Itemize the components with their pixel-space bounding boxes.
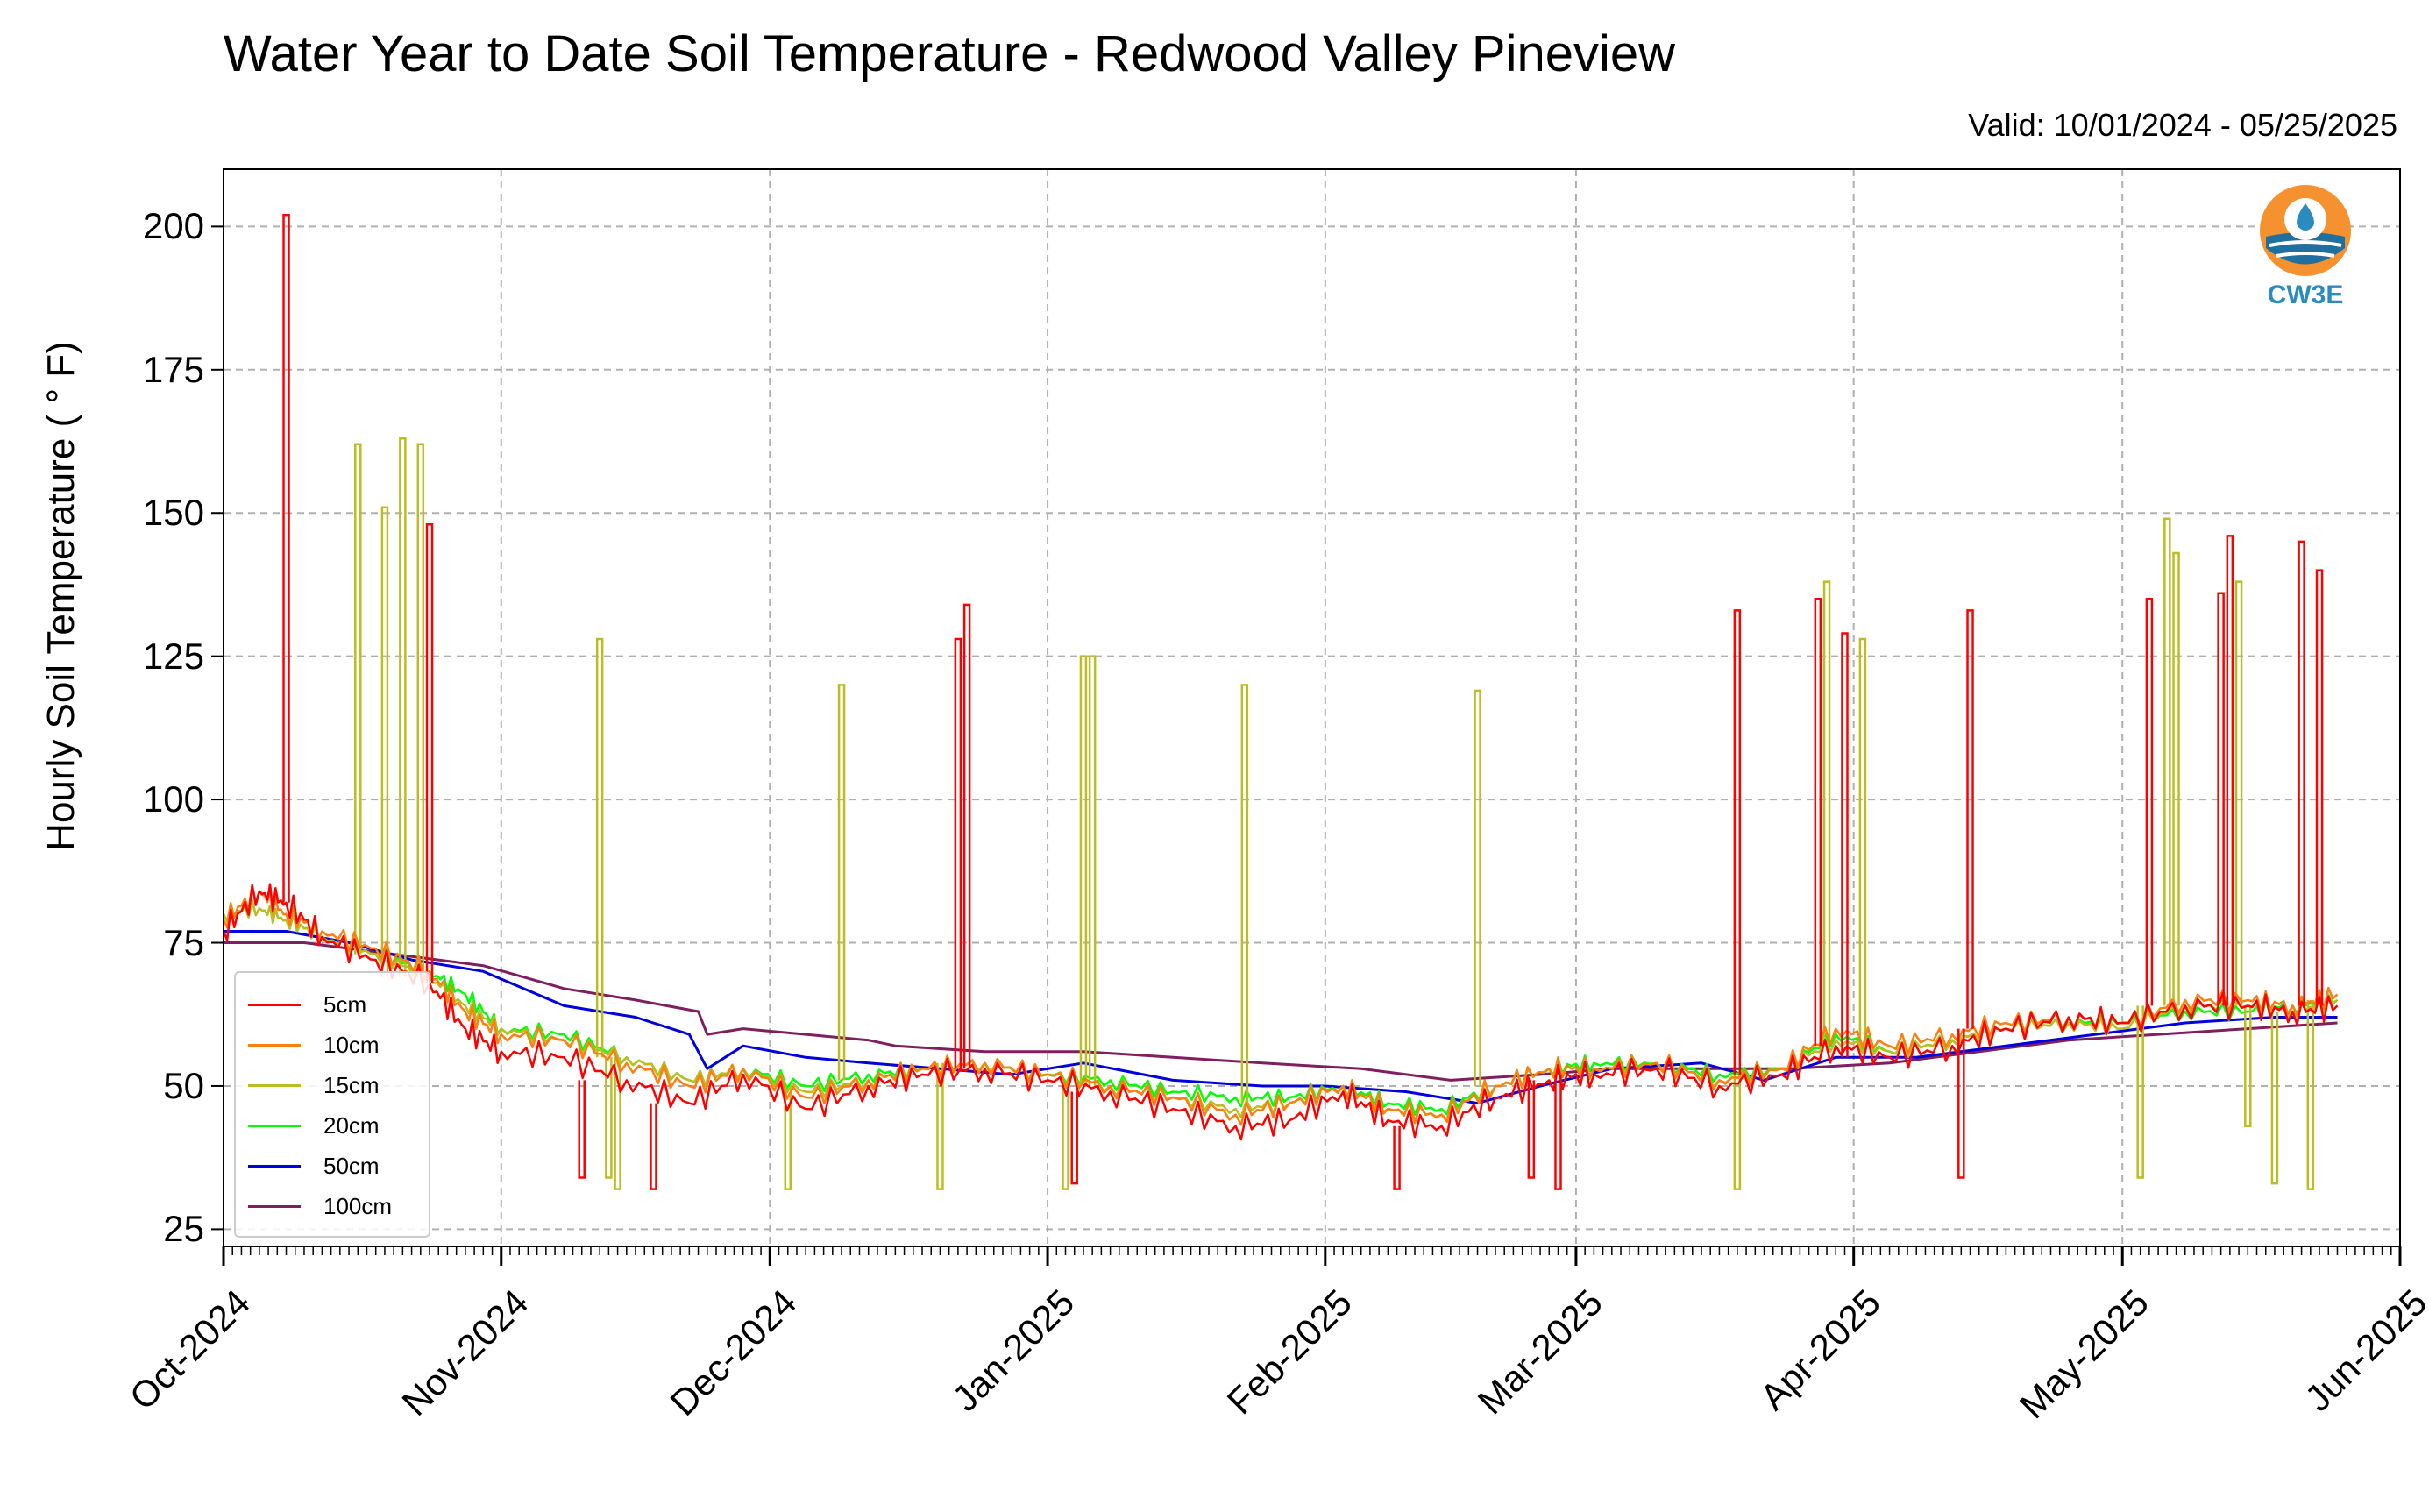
spike-15cm: [837, 684, 846, 1081]
spike-5cm: [954, 637, 962, 1069]
spike-15cm: [2234, 580, 2243, 1006]
y-tick-label: 25: [163, 1208, 204, 1250]
spike-5cm: [1070, 1091, 1078, 1185]
legend-swatch: [248, 1204, 301, 1208]
spike-15cm: [605, 1057, 613, 1179]
spike-15cm: [1079, 655, 1088, 1086]
y-axis-label: Hourly Soil Temperature ( ° F): [39, 341, 82, 851]
plot-frame: [223, 168, 2401, 1247]
legend-item: 100cm: [248, 1189, 392, 1224]
spike-15cm: [595, 637, 604, 1058]
legend-swatch: [248, 1083, 301, 1087]
y-tick-label: 100: [142, 778, 204, 820]
series-line-15cm: [222, 899, 2339, 1122]
legend: 5cm 10cm 15cm 20cm 50cm 100cm: [234, 971, 430, 1238]
y-tick-label: 75: [163, 921, 204, 963]
spike-5cm: [962, 603, 971, 1069]
legend-item: 20cm: [248, 1108, 380, 1143]
spike-5cm: [2226, 535, 2234, 1006]
legend-item: 10cm: [248, 1027, 380, 1062]
spike-15cm: [399, 437, 407, 977]
spike-5cm: [2145, 598, 2154, 1006]
legend-label: 100cm: [323, 1192, 393, 1219]
y-tick-label: 50: [163, 1064, 204, 1106]
legend-swatch: [248, 1164, 301, 1168]
series-line-100cm: [224, 941, 2338, 1082]
legend-item: 15cm: [248, 1068, 380, 1103]
spike-15cm: [354, 443, 362, 955]
spike-5cm: [2315, 569, 2324, 1006]
legend-label: 5cm: [323, 990, 367, 1018]
legend-label: 15cm: [323, 1071, 380, 1098]
spike-15cm: [2306, 999, 2315, 1190]
spike-15cm: [1474, 689, 1481, 1086]
spike-15cm: [1822, 580, 1831, 1040]
spike-5cm: [578, 1080, 586, 1179]
series-lines: [222, 214, 2339, 1190]
y-tick-label: 200: [142, 205, 204, 247]
valid-range: Valid: 10/01/2024 - 05/25/2025: [1968, 107, 2397, 143]
spike-15cm: [936, 1062, 944, 1190]
series-line-10cm: [222, 884, 2339, 1126]
spike-5cm: [1393, 1125, 1401, 1190]
water-drop-icon: [2260, 185, 2351, 276]
spike-5cm: [1527, 1080, 1536, 1179]
spike-15cm: [1858, 637, 1867, 1052]
legend-label: 50cm: [323, 1152, 380, 1179]
series-line-5cm: [222, 883, 2339, 1141]
legend-item: 5cm: [248, 987, 366, 1022]
cw3e-logo: CW3E: [2257, 182, 2354, 323]
spike-5cm: [1957, 1028, 1965, 1179]
spike-15cm: [2270, 1011, 2279, 1185]
spike-15cm: [1733, 1068, 1742, 1190]
legend-swatch: [248, 1003, 301, 1006]
legend-label: 20cm: [323, 1111, 380, 1139]
spike-15cm: [2163, 517, 2171, 1006]
y-tick-label: 125: [142, 635, 204, 677]
chart-title: Water Year to Date Soil Temperature - Re…: [224, 25, 1676, 82]
tick-marks: [211, 225, 2402, 1266]
spike-15cm: [1240, 684, 1249, 1104]
spike-5cm: [1966, 609, 1974, 1029]
spike-5cm: [1841, 632, 1849, 1058]
spike-5cm: [2298, 540, 2305, 1006]
spike-5cm: [1554, 1074, 1562, 1190]
spike-15cm: [416, 443, 425, 977]
spike-5cm: [1733, 609, 1742, 1075]
y-tick-label: 150: [142, 492, 204, 534]
legend-swatch: [248, 1043, 301, 1047]
spike-5cm: [650, 1103, 657, 1190]
spike-5cm: [1814, 598, 1822, 1047]
spike-15cm: [2244, 1005, 2252, 1127]
spike-5cm: [2217, 592, 2225, 1006]
legend-item: 50cm: [248, 1148, 380, 1183]
logo-text: CW3E: [2267, 280, 2344, 309]
spike-5cm: [425, 523, 434, 983]
legend-swatch: [248, 1124, 301, 1127]
spike-15cm: [784, 1091, 792, 1190]
legend-label: 10cm: [323, 1031, 380, 1058]
spike-15cm: [614, 1057, 621, 1190]
spike-15cm: [2172, 551, 2180, 1006]
spike-15cm: [1088, 655, 1097, 1086]
spike-15cm: [380, 506, 389, 977]
spike-5cm: [282, 214, 290, 903]
spike-15cm: [1062, 1085, 1069, 1190]
series-line-50cm: [224, 930, 2338, 1105]
y-tick-label: 175: [142, 348, 204, 390]
series-line-20cm: [222, 899, 2339, 1116]
spike-15cm: [2136, 1005, 2144, 1179]
